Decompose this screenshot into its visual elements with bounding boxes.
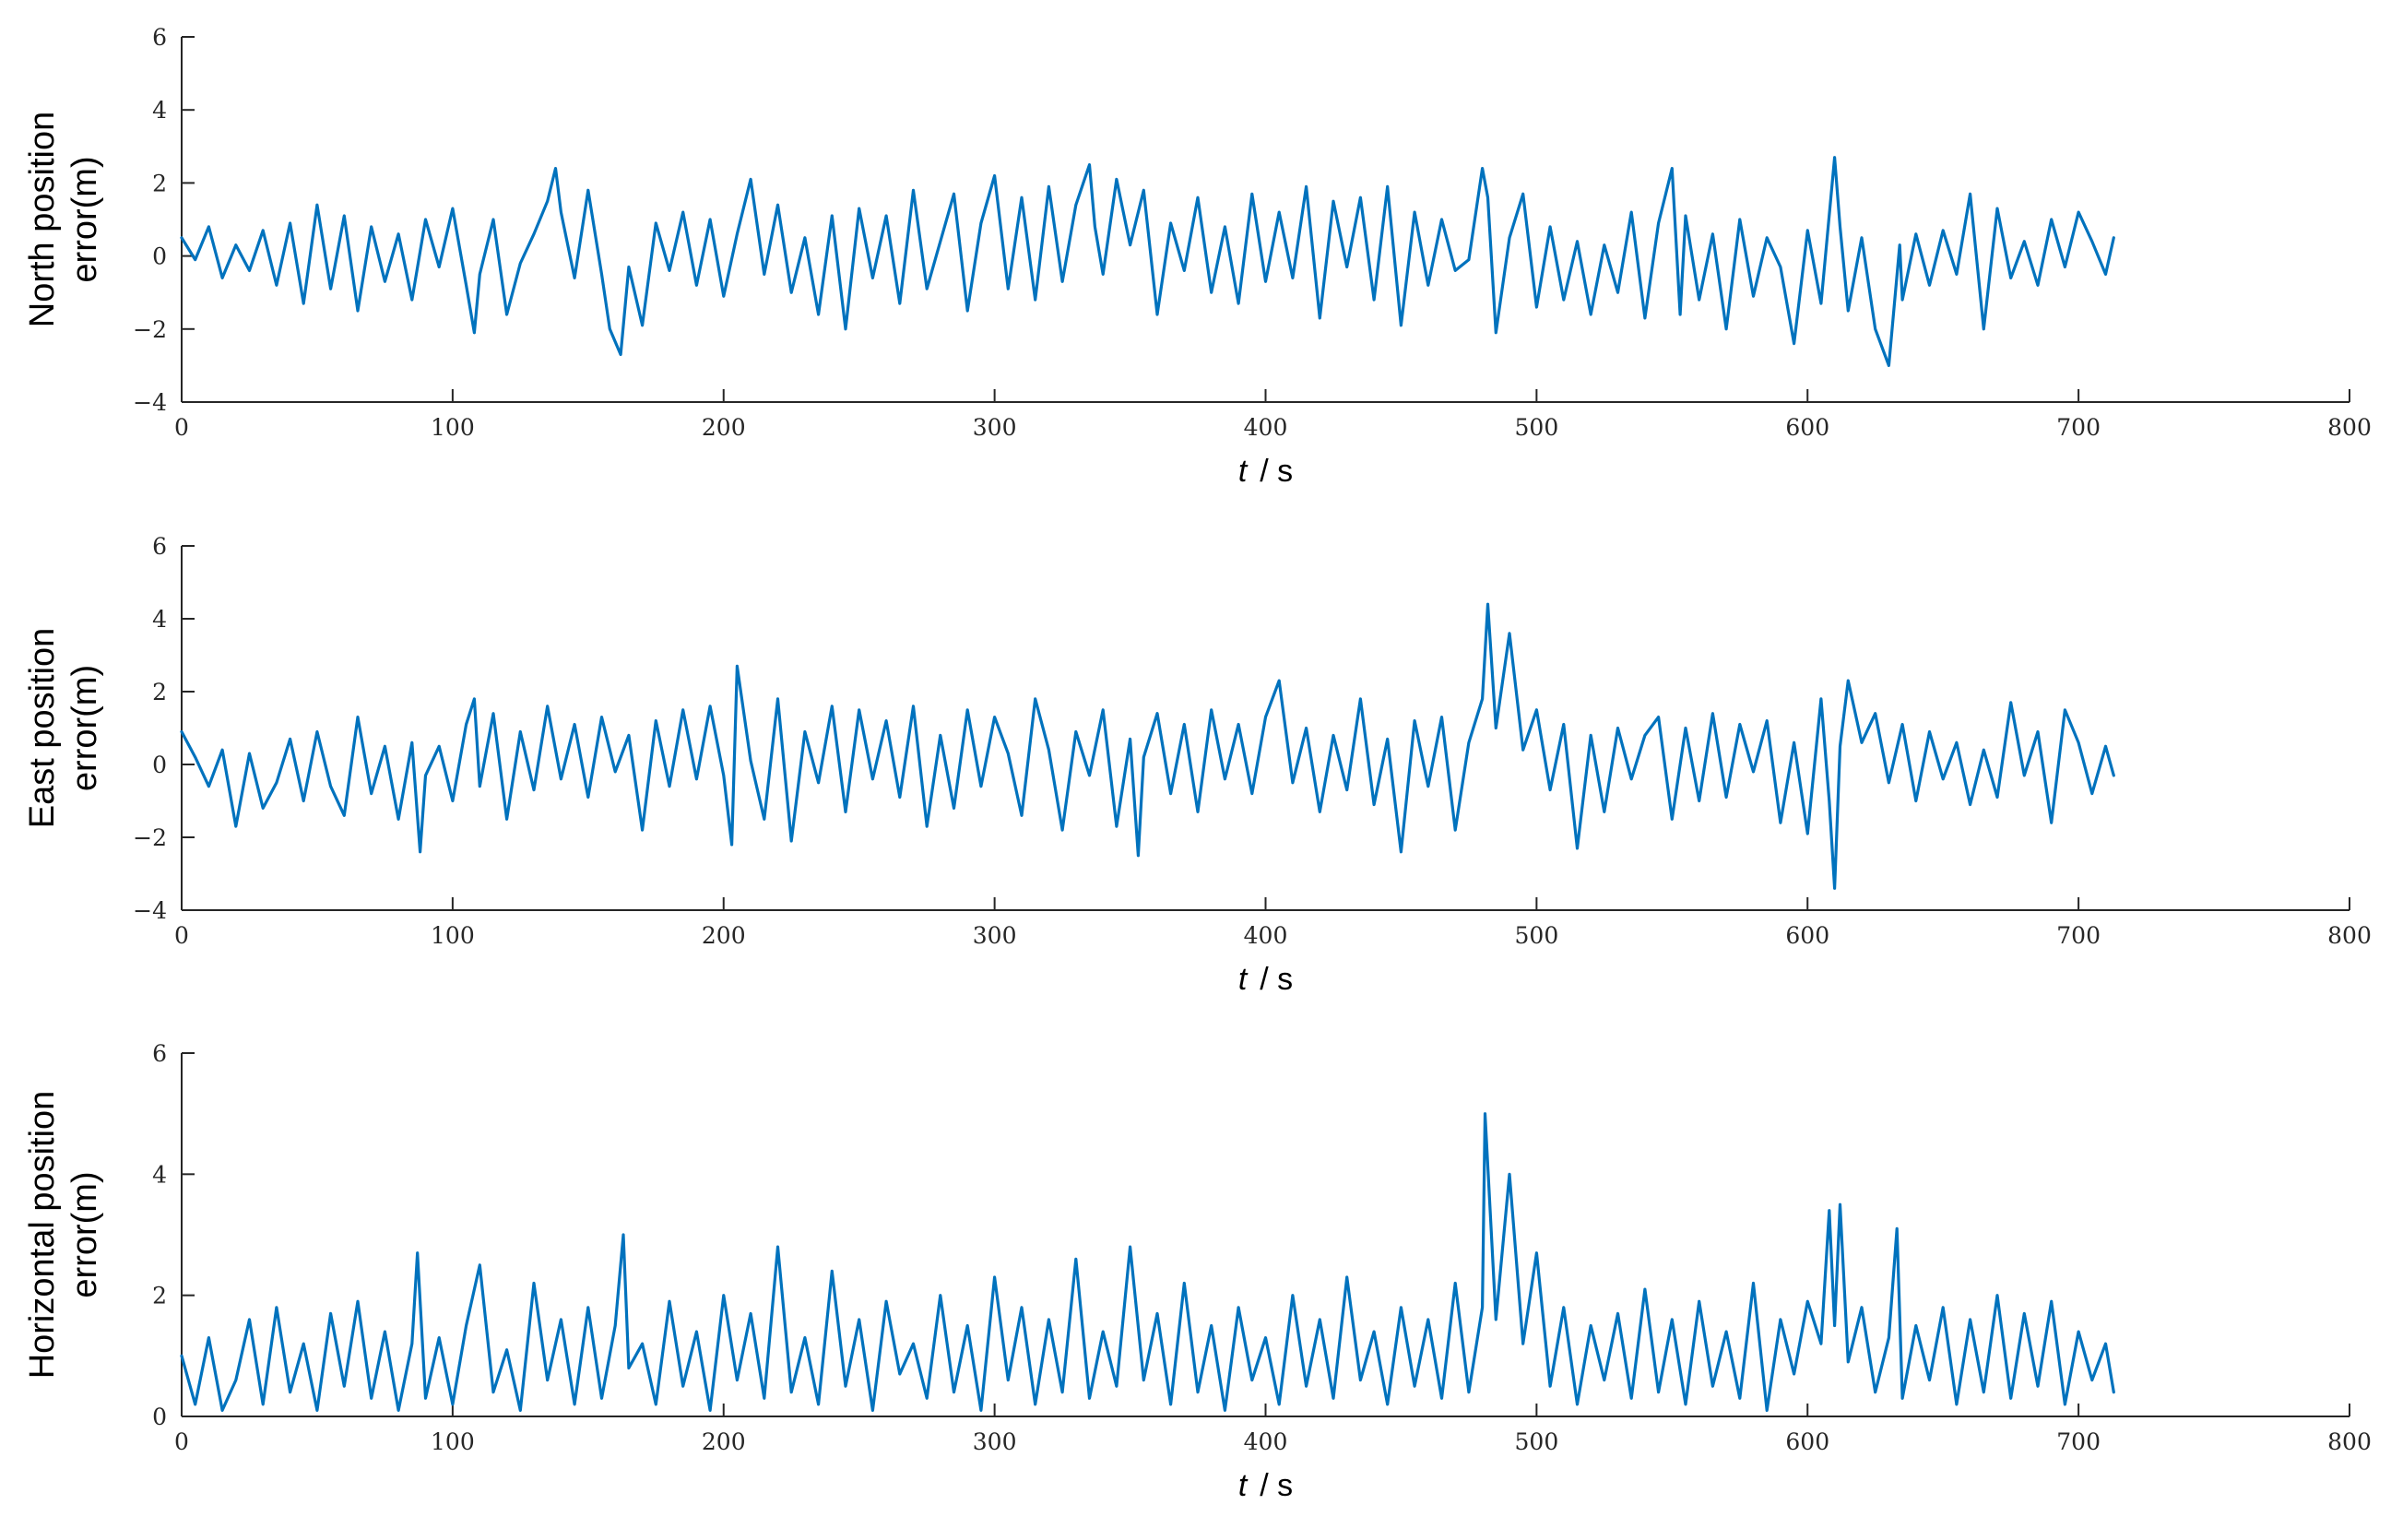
x-tick-label: 300 (973, 1428, 1017, 1455)
x-tick-label: 100 (431, 414, 475, 441)
x-tick-label: 800 (2327, 414, 2372, 441)
x-tick-label: 700 (2056, 922, 2101, 949)
y-axis-label: East position error(m) (23, 628, 104, 829)
y-axis-label-line: Horizontal position (23, 1091, 62, 1380)
y-tick-label: −2 (133, 316, 167, 343)
x-tick-label: 600 (1785, 1428, 1829, 1455)
x-axis-label-unit: / s (1260, 962, 1293, 997)
y-axis-label-line: East position (23, 628, 62, 829)
y-tick-label: 2 (152, 679, 167, 705)
y-tick-label: −4 (133, 389, 167, 416)
x-axis-label-unit: / s (1260, 454, 1293, 489)
series-line (180, 156, 2115, 367)
y-tick-label: 2 (152, 1283, 167, 1309)
x-tick-label: 400 (1244, 1428, 1288, 1455)
y-axis-label-line: North position (23, 112, 62, 327)
x-axis-label-unit: / s (1260, 1468, 1293, 1503)
x-axis-label: t / s (1238, 962, 1293, 997)
x-axis-label-variable: t (1238, 962, 1249, 997)
x-tick-label: 200 (702, 922, 746, 949)
x-axis-label: t / s (1238, 454, 1293, 489)
x-tick-label: 500 (1515, 414, 1559, 441)
y-tick-label: 6 (152, 533, 167, 560)
x-tick-label: 500 (1515, 922, 1559, 949)
y-tick-label: 0 (152, 752, 167, 778)
x-tick-label: 0 (174, 1428, 189, 1455)
x-axis-label: t / s (1238, 1468, 1293, 1503)
x-tick-label: 500 (1515, 1428, 1559, 1455)
x-axis-label-variable: t (1238, 454, 1249, 489)
y-axis-label-line: error(m) (65, 665, 104, 791)
north-position-error-plot: 0 100 200 300 400 500 600 700 800 −4 −2 0 2 4 6 North p… (23, 24, 2372, 489)
x-tick-label: 300 (973, 922, 1017, 949)
y-tick-label: 2 (152, 170, 167, 196)
x-tick-label: 800 (2327, 1428, 2372, 1455)
y-axis-label-line: error(m) (65, 1171, 104, 1297)
x-tick-label: 300 (973, 414, 1017, 441)
series-line (180, 1112, 2115, 1413)
y-tick-label: 4 (152, 97, 167, 124)
x-tick-label: 200 (702, 1428, 746, 1455)
y-tick-label: −4 (133, 897, 167, 924)
x-tick-label: 700 (2056, 414, 2101, 441)
x-tick-label: 100 (431, 1428, 475, 1455)
y-axis-label: Horizontal position error(m) (23, 1091, 104, 1380)
horizontal-position-error-plot: 0 100 200 300 400 500 600 700 800 0 2 4 6 Horizontal … (23, 1040, 2372, 1503)
x-tick-label: 0 (174, 922, 189, 949)
x-tick-label: 100 (431, 922, 475, 949)
y-tick-label: −2 (133, 824, 167, 851)
x-tick-label: 400 (1244, 414, 1288, 441)
y-tick-label: 6 (152, 1040, 167, 1067)
x-tick-label: 600 (1785, 414, 1829, 441)
y-tick-label: 0 (152, 1404, 167, 1430)
y-tick-label: 4 (152, 1161, 167, 1188)
east-position-error-plot: 0 100 200 300 400 500 600 700 800 −4 −2 0 2 4 6 East po… (23, 533, 2372, 997)
y-axis-label-line: error(m) (65, 156, 104, 282)
x-tick-label: 400 (1244, 922, 1288, 949)
x-tick-label: 200 (702, 414, 746, 441)
y-tick-label: 6 (152, 24, 167, 51)
x-tick-label: 600 (1785, 922, 1829, 949)
y-tick-label: 0 (152, 243, 167, 270)
x-tick-label: 800 (2327, 922, 2372, 949)
series-line (180, 602, 2115, 890)
x-tick-label: 0 (174, 414, 189, 441)
y-axis-label: North position error(m) (23, 112, 104, 327)
x-axis-label-variable: t (1238, 1468, 1249, 1503)
x-tick-label: 700 (2056, 1428, 2101, 1455)
y-tick-label: 4 (152, 606, 167, 633)
